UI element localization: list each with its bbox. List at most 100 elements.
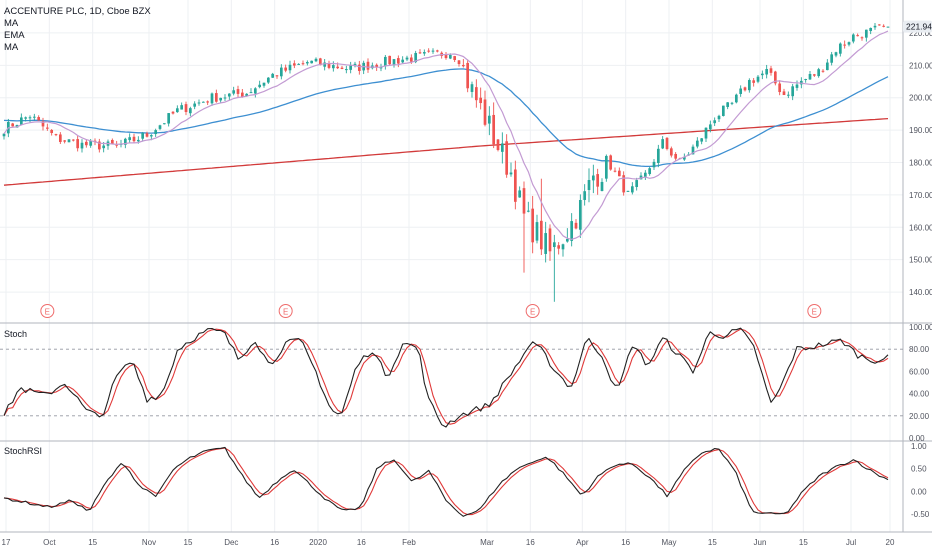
stochrsi-panel-label[interactable]: StochRSI: [4, 446, 42, 456]
candle[interactable]: [847, 41, 851, 47]
candle[interactable]: [383, 54, 387, 70]
candle[interactable]: [405, 55, 409, 62]
candle[interactable]: [162, 123, 166, 125]
candle[interactable]: [513, 160, 517, 210]
candle[interactable]: [743, 86, 747, 92]
candle[interactable]: [665, 137, 669, 151]
candle[interactable]: [28, 115, 32, 123]
candle[interactable]: [622, 171, 626, 196]
candle[interactable]: [253, 87, 257, 98]
candle[interactable]: [483, 90, 487, 127]
candle[interactable]: [522, 181, 526, 273]
candle[interactable]: [37, 115, 41, 121]
candle[interactable]: [427, 48, 431, 53]
candle[interactable]: [505, 134, 509, 178]
candle[interactable]: [310, 60, 314, 64]
candle[interactable]: [843, 40, 847, 49]
candle[interactable]: [54, 133, 58, 137]
candle[interactable]: [604, 154, 608, 182]
earnings-marker[interactable]: E: [278, 304, 293, 318]
candle[interactable]: [652, 159, 656, 170]
candle[interactable]: [734, 93, 738, 104]
candle[interactable]: [388, 55, 392, 66]
candle[interactable]: [864, 29, 868, 42]
indicator-label-ema[interactable]: EMA: [4, 30, 25, 41]
candle[interactable]: [76, 135, 80, 152]
candle[interactable]: [570, 213, 574, 247]
candle[interactable]: [141, 131, 145, 142]
candle[interactable]: [613, 167, 617, 173]
candle[interactable]: [357, 60, 361, 75]
candle[interactable]: [596, 168, 600, 195]
candle[interactable]: [600, 178, 604, 192]
candle[interactable]: [474, 79, 478, 108]
candle[interactable]: [349, 61, 353, 74]
candle[interactable]: [422, 49, 426, 56]
candle[interactable]: [760, 70, 764, 80]
candle[interactable]: [457, 60, 461, 67]
candle[interactable]: [587, 168, 591, 203]
candle[interactable]: [531, 195, 535, 254]
candle[interactable]: [305, 60, 309, 66]
candle[interactable]: [327, 60, 331, 70]
candle[interactable]: [661, 136, 665, 150]
candle[interactable]: [431, 48, 435, 54]
candle[interactable]: [50, 129, 54, 136]
candle[interactable]: [535, 214, 539, 244]
candle[interactable]: [453, 55, 457, 63]
candle[interactable]: [184, 101, 188, 116]
candle[interactable]: [769, 65, 773, 76]
candle[interactable]: [401, 56, 405, 64]
candle[interactable]: [565, 228, 569, 243]
candle[interactable]: [67, 139, 71, 143]
candle[interactable]: [236, 85, 240, 97]
candle[interactable]: [223, 94, 227, 101]
candle[interactable]: [591, 164, 595, 194]
candle[interactable]: [284, 64, 288, 73]
candle[interactable]: [292, 60, 296, 69]
candle[interactable]: [817, 67, 821, 78]
candle[interactable]: [58, 132, 62, 144]
candle[interactable]: [340, 65, 344, 70]
candle[interactable]: [262, 82, 266, 88]
candle[interactable]: [648, 166, 652, 176]
candle[interactable]: [71, 139, 75, 142]
indicator-label-ma[interactable]: MA: [4, 18, 19, 29]
candle[interactable]: [418, 49, 422, 54]
candle[interactable]: [288, 60, 292, 74]
candle[interactable]: [500, 132, 504, 164]
candle[interactable]: [886, 26, 890, 28]
candle[interactable]: [856, 33, 860, 37]
candle[interactable]: [435, 49, 439, 53]
candle[interactable]: [830, 51, 834, 66]
candle[interactable]: [362, 60, 366, 75]
candle[interactable]: [2, 133, 6, 140]
candle[interactable]: [695, 137, 699, 149]
earnings-marker[interactable]: E: [40, 304, 55, 318]
candle[interactable]: [873, 22, 877, 30]
candle[interactable]: [730, 101, 734, 106]
candle[interactable]: [487, 106, 491, 136]
candle[interactable]: [32, 113, 36, 121]
candle[interactable]: [804, 78, 808, 83]
candle[interactable]: [206, 100, 210, 105]
earnings-marker[interactable]: E: [525, 304, 540, 318]
candle[interactable]: [63, 140, 67, 144]
candle[interactable]: [180, 102, 184, 110]
candle[interactable]: [700, 138, 704, 145]
candle[interactable]: [366, 58, 370, 73]
candle[interactable]: [756, 74, 760, 84]
candle[interactable]: [518, 186, 522, 198]
candle[interactable]: [791, 83, 795, 101]
candle[interactable]: [24, 116, 28, 122]
candle[interactable]: [323, 59, 327, 71]
candle[interactable]: [470, 81, 474, 98]
candle[interactable]: [834, 51, 838, 58]
candle[interactable]: [786, 91, 790, 99]
candle[interactable]: [578, 194, 582, 238]
candle[interactable]: [258, 80, 262, 89]
candle[interactable]: [128, 133, 132, 144]
symbol-title[interactable]: ACCENTURE PLC, 1D, Cboe BZX: [4, 6, 151, 17]
candle[interactable]: [656, 144, 660, 168]
candle[interactable]: [41, 117, 45, 131]
